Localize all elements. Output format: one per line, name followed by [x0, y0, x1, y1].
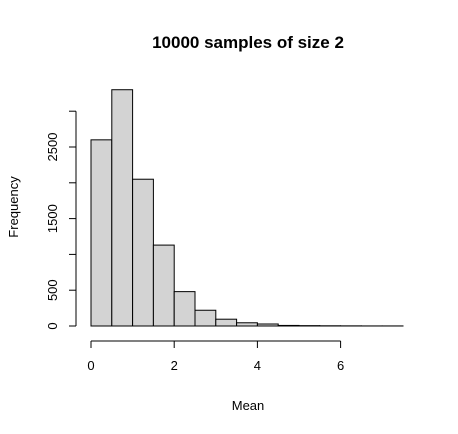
- histogram-bar: [236, 322, 258, 327]
- histogram-bars: [90, 89, 404, 327]
- chart-title: 10000 samples of size 2: [152, 33, 344, 52]
- x-axis: 0 2 4 6: [87, 340, 344, 373]
- x-tick-label: 4: [254, 358, 261, 373]
- y-tick-label: 0: [45, 322, 60, 329]
- histogram-bar: [152, 244, 175, 327]
- histogram-bar: [194, 309, 217, 327]
- y-tick-label: 1500: [45, 204, 60, 233]
- y-tick-label: 2500: [45, 133, 60, 162]
- x-tick-label: 2: [171, 358, 178, 373]
- histogram-bar: [215, 318, 238, 327]
- histogram-bar: [132, 178, 154, 327]
- histogram-bar: [111, 89, 134, 327]
- y-axis: 0 500 1500 2500: [45, 110, 77, 330]
- x-axis-label: Mean: [232, 398, 265, 413]
- histogram-bar: [90, 139, 113, 327]
- histogram-bar: [173, 291, 196, 327]
- y-tick-label: 500: [45, 279, 60, 301]
- x-tick-label: 6: [337, 358, 344, 373]
- histogram-bar: [277, 324, 300, 327]
- y-axis-label: Frequency: [6, 176, 21, 238]
- histogram-bar: [256, 323, 279, 327]
- x-tick-label: 0: [87, 358, 94, 373]
